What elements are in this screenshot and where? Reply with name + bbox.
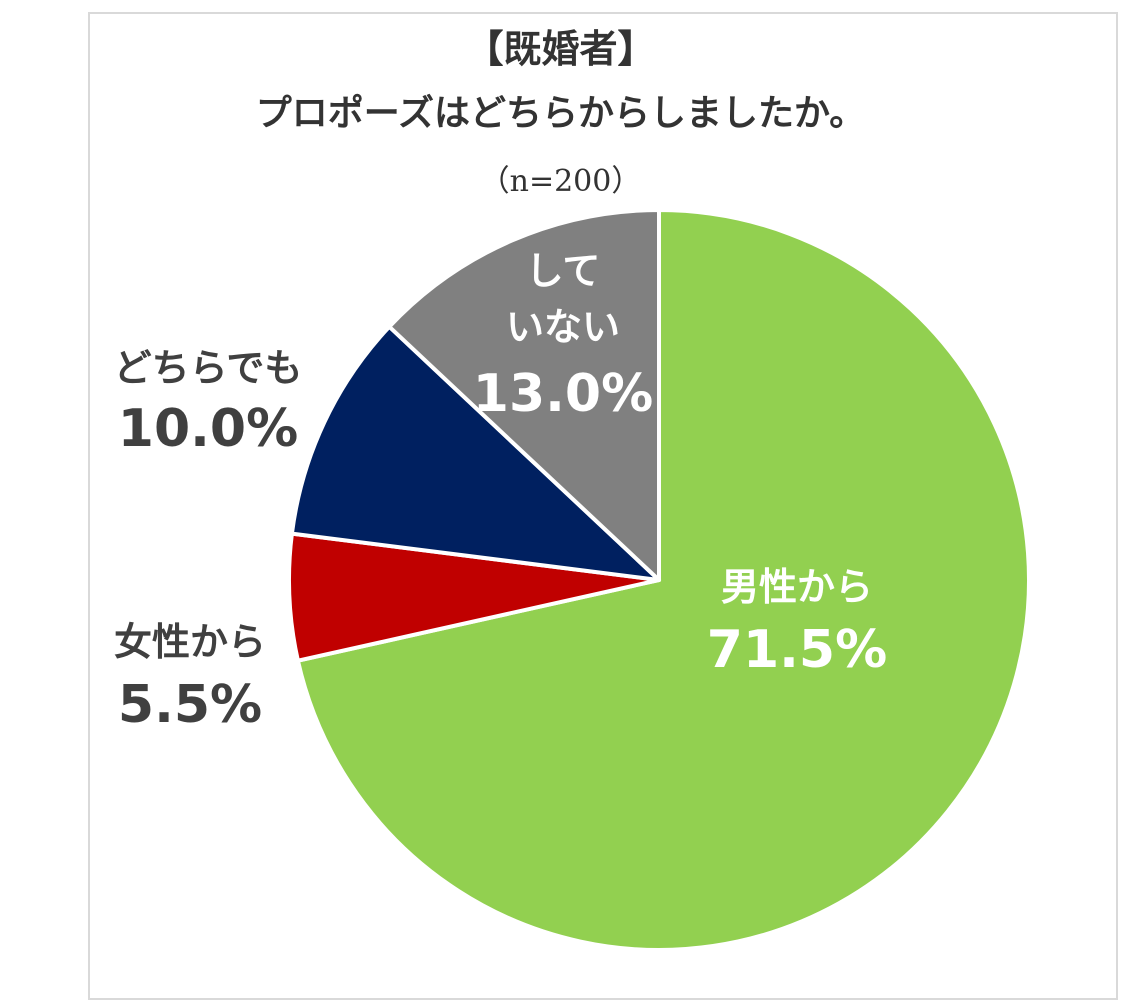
slice-value-female: 5.5% bbox=[118, 675, 262, 735]
slice-value-either: 10.0% bbox=[118, 399, 298, 459]
slice-value-none: 13.0% bbox=[473, 364, 653, 424]
slice-label-none-line1: して bbox=[526, 249, 601, 293]
slice-label-male: 男性から bbox=[721, 565, 873, 609]
slice-label-none-line2: いない bbox=[506, 305, 620, 349]
pie-slice-none bbox=[387, 208, 661, 582]
sample-size-note: （n=200） bbox=[479, 164, 642, 199]
slice-value-male: 71.5% bbox=[707, 620, 887, 680]
chart-subtitle: プロポーズはどちらからしましたか。 bbox=[255, 93, 866, 134]
pie-slice-male bbox=[295, 208, 1031, 952]
pie-slice-either bbox=[289, 324, 661, 582]
chart-title: 【既婚者】 bbox=[465, 27, 656, 71]
slice-label-either: どちらでも bbox=[114, 346, 303, 390]
slice-label-female: 女性から bbox=[114, 620, 266, 664]
